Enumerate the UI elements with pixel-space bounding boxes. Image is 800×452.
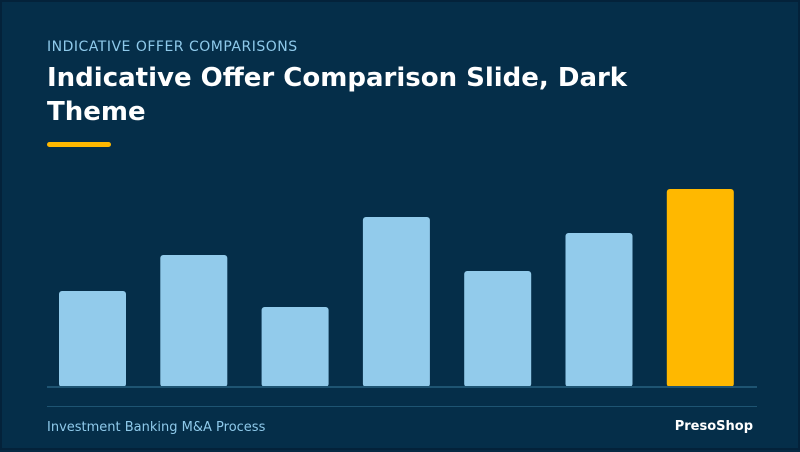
title-accent-bar xyxy=(47,142,111,147)
brand-name: PresoShop xyxy=(674,419,753,434)
bar xyxy=(261,307,329,387)
bar xyxy=(59,291,126,387)
slide-eyebrow: INDICATIVE OFFER COMPARISONS xyxy=(47,39,298,55)
bar xyxy=(160,255,228,387)
bar xyxy=(565,233,633,387)
highlight-bar xyxy=(666,189,734,387)
bar xyxy=(464,271,532,387)
slide-title: Indicative Offer Comparison Slide, Dark … xyxy=(47,63,628,127)
bar xyxy=(362,217,430,387)
footer-divider xyxy=(47,406,757,407)
footer-caption: Investment Banking M&A Process xyxy=(47,420,266,435)
bar-group xyxy=(59,189,734,387)
